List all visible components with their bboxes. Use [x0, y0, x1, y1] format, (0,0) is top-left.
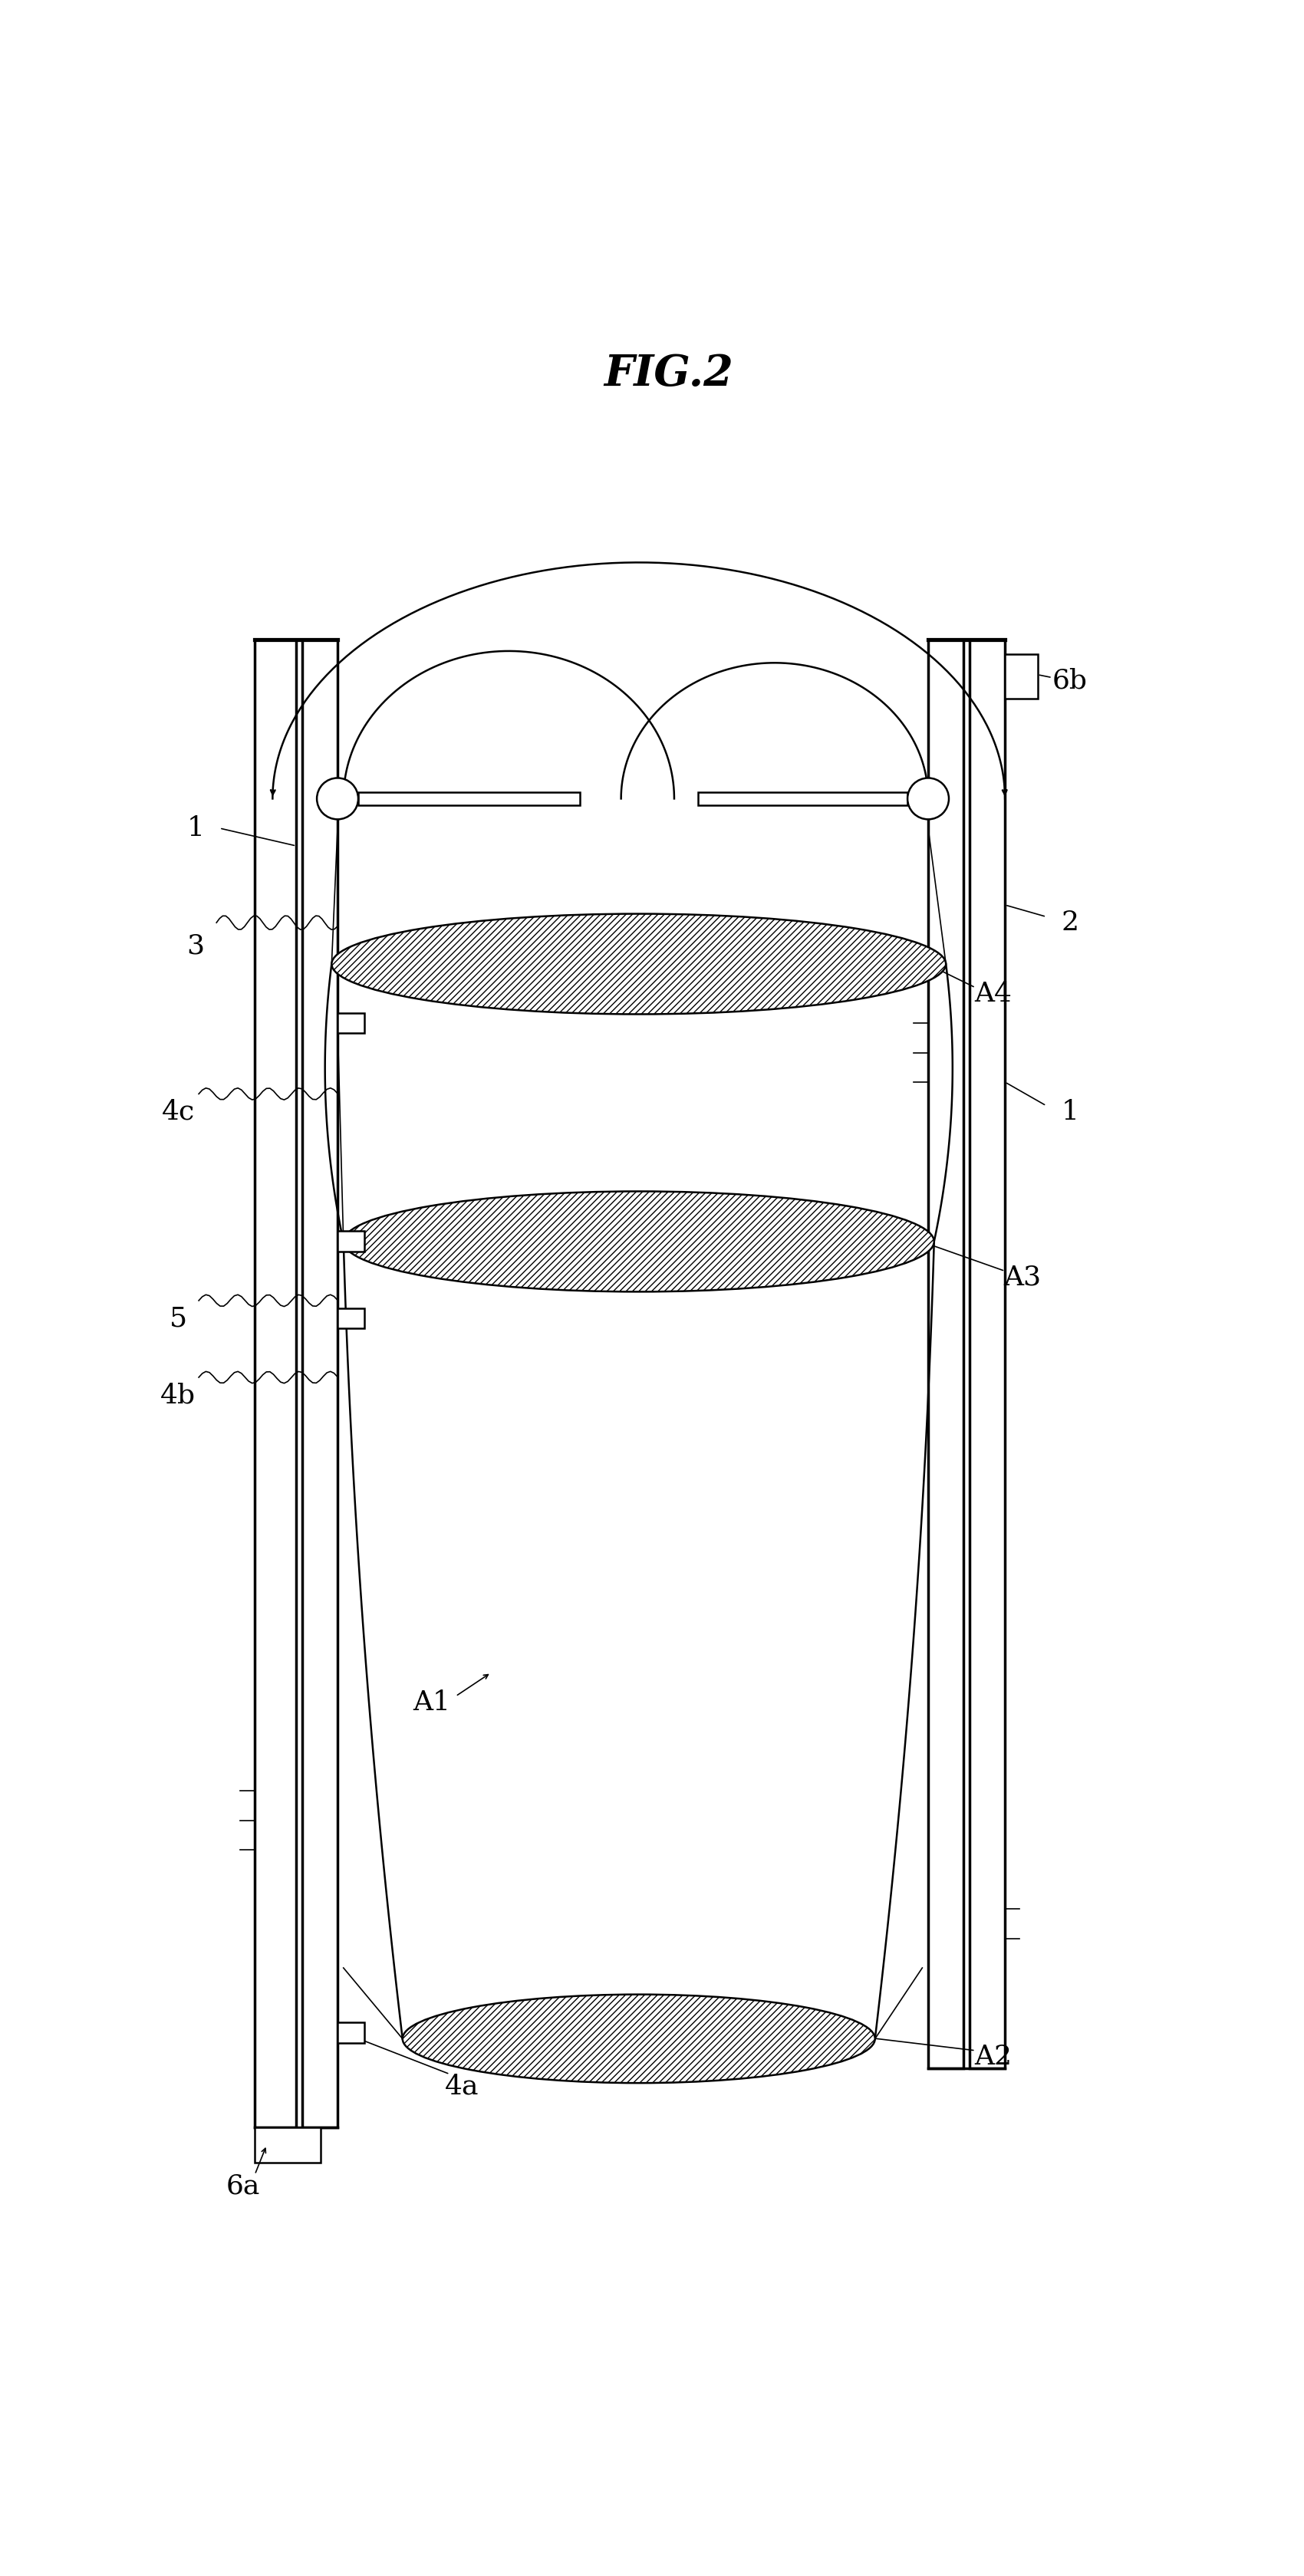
Bar	[338, 2022, 364, 2043]
Bar	[338, 1309, 364, 1329]
Text: 4a: 4a	[445, 2074, 479, 2099]
Bar	[359, 793, 580, 806]
Text: A1: A1	[413, 1690, 451, 1716]
Bar	[928, 639, 964, 2069]
Text: 4c: 4c	[162, 1097, 194, 1126]
Text: 1: 1	[186, 814, 205, 842]
Circle shape	[317, 778, 359, 819]
Text: A2: A2	[974, 2043, 1012, 2069]
Text: 4b: 4b	[160, 1383, 196, 1409]
Text: 6b: 6b	[1052, 667, 1088, 693]
Bar	[969, 639, 1005, 2069]
Bar	[698, 793, 908, 806]
Bar	[338, 1012, 364, 1033]
Bar	[254, 639, 296, 2128]
Text: 3: 3	[186, 933, 205, 958]
Text: A4: A4	[974, 981, 1012, 1007]
Text: FIG.2: FIG.2	[604, 353, 733, 394]
Bar	[338, 1231, 364, 1252]
Ellipse shape	[343, 1190, 934, 1291]
Bar	[1005, 654, 1038, 698]
Ellipse shape	[403, 1994, 875, 2084]
Text: 2: 2	[1061, 909, 1078, 935]
Text: 5: 5	[170, 1306, 186, 1332]
Bar	[254, 2128, 321, 2164]
Text: 1: 1	[1061, 1097, 1078, 1126]
Text: 6a: 6a	[226, 2174, 259, 2200]
Text: A3: A3	[1004, 1265, 1042, 1291]
Ellipse shape	[331, 914, 945, 1015]
Bar	[303, 639, 338, 2128]
Circle shape	[908, 778, 949, 819]
